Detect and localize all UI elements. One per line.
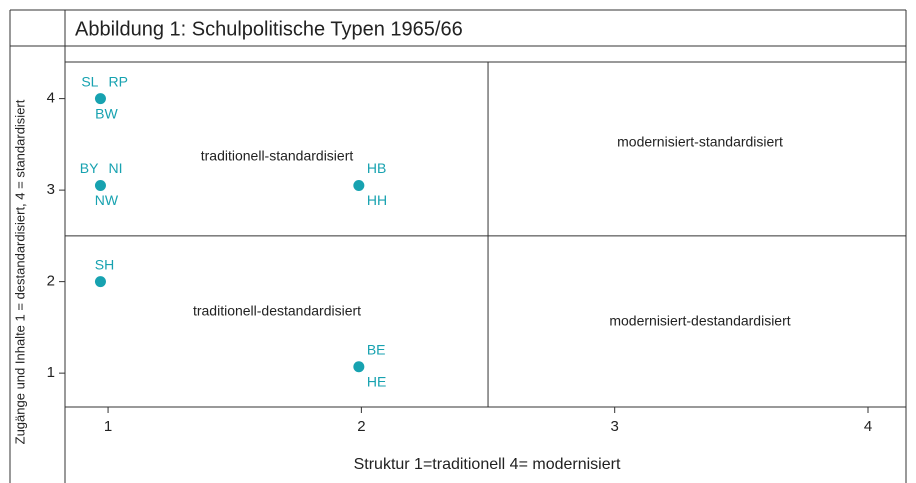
quadrant-label: traditionell-destandardisiert xyxy=(193,303,361,319)
point xyxy=(353,180,365,192)
y-tick-label: 1 xyxy=(47,364,55,381)
point xyxy=(353,361,365,373)
y-axis-label: Zugänge und Inhalte 1 = destandardisiert… xyxy=(12,99,27,444)
y-tick-label: 4 xyxy=(47,90,55,107)
quadrant-label: modernisiert-standardisiert xyxy=(617,134,783,150)
point-label: NW xyxy=(95,192,119,208)
y-tick-label: 3 xyxy=(47,181,55,198)
point-label: HE xyxy=(367,373,386,389)
x-tick-label: 3 xyxy=(611,418,619,435)
point-label: RP xyxy=(108,73,127,89)
point-label: SH xyxy=(95,256,114,272)
point-label: HH xyxy=(367,192,387,208)
chart-title: Abbildung 1: Schulpolitische Typen 1965/… xyxy=(75,18,463,40)
quadrant-label: modernisiert-destandardisiert xyxy=(609,313,790,329)
point-label: BW xyxy=(95,105,118,121)
point-label: BE xyxy=(367,341,386,357)
point-label: BY xyxy=(80,160,99,176)
point-label: SL xyxy=(81,73,98,89)
point xyxy=(94,276,106,288)
x-axis-label: Struktur 1=traditionell 4= modernisiert xyxy=(354,456,621,473)
quadrant-label: traditionell-standardisiert xyxy=(201,148,354,164)
x-tick-label: 2 xyxy=(357,418,365,435)
point-label: HB xyxy=(367,160,386,176)
x-tick-label: 4 xyxy=(864,418,872,435)
x-tick-label: 1 xyxy=(104,418,112,435)
point-label: NI xyxy=(108,160,122,176)
y-tick-label: 2 xyxy=(47,273,55,290)
point xyxy=(94,93,106,105)
point xyxy=(94,180,106,192)
